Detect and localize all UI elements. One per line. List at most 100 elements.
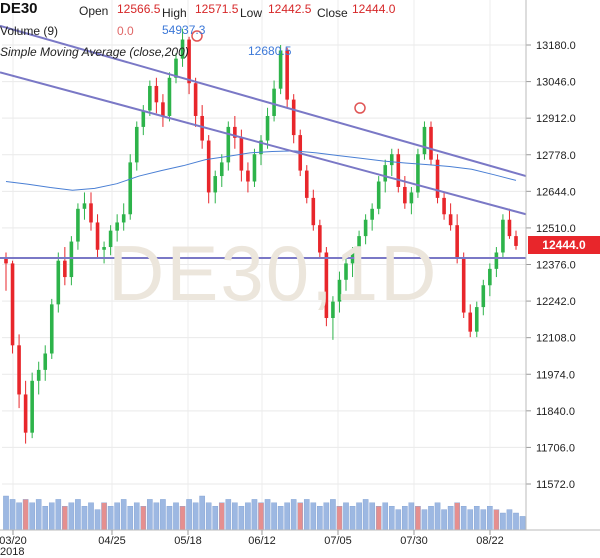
- candle: [95, 214, 100, 258]
- candle: [219, 154, 224, 187]
- volume-bar: [310, 502, 317, 531]
- candle: [324, 247, 329, 327]
- volume-bar: [415, 506, 421, 531]
- volume-bar: [323, 502, 330, 531]
- volume-bar: [42, 506, 49, 531]
- volume-bar: [349, 506, 356, 531]
- volume-bar: [22, 499, 29, 531]
- candle: [148, 80, 152, 116]
- volume-bar: [120, 499, 127, 531]
- candle: [363, 214, 368, 245]
- candle: [108, 225, 113, 256]
- volume-bar: [179, 506, 186, 531]
- volume-bar: [284, 502, 290, 531]
- candle: [246, 162, 250, 193]
- volume-bar: [258, 502, 264, 531]
- volume-bar: [317, 506, 323, 531]
- volume-bar: [199, 495, 205, 531]
- candle: [265, 107, 270, 149]
- candle: [56, 252, 61, 313]
- volume-bar: [81, 506, 88, 531]
- chart-watermark: DE30,1D: [108, 229, 439, 317]
- candle: [455, 214, 459, 264]
- candle: [304, 165, 309, 204]
- volume-bar: [297, 502, 304, 531]
- candle: [435, 154, 440, 204]
- y-tick-label: 11974.0: [536, 369, 575, 381]
- candle: [488, 263, 492, 297]
- volume-bar: [362, 499, 369, 531]
- candle: [501, 214, 505, 258]
- volume-bar: [192, 502, 199, 531]
- x-tick-year: 2018: [0, 546, 24, 558]
- candle: [409, 186, 414, 215]
- volume-bar: [153, 502, 160, 531]
- candle: [252, 148, 257, 187]
- volume-bar: [369, 502, 375, 531]
- candle: [259, 135, 263, 166]
- volume-bar: [454, 502, 460, 531]
- volume-bar: [290, 499, 297, 531]
- candle: [30, 372, 34, 439]
- volume-bar: [62, 506, 68, 531]
- volume-bar: [147, 499, 153, 531]
- candle: [89, 192, 93, 231]
- candle: [36, 361, 41, 395]
- close-value: 12444.0: [352, 2, 396, 16]
- current-price-tag: 12444.0: [528, 236, 600, 254]
- volume-bar: [9, 499, 16, 531]
- candle: [23, 380, 28, 444]
- volume-bar: [408, 502, 415, 531]
- volume-bar: [375, 506, 382, 531]
- volume-bar: [493, 509, 500, 531]
- volume-bar: [519, 516, 526, 531]
- x-axis: 03/20 04/25 05/18 06/12 07/05 07/30 08/22 2018: [0, 529, 600, 558]
- overlay-lines: [0, 24, 527, 259]
- volume-bar: [388, 506, 395, 531]
- volume-bar: [29, 502, 35, 531]
- candle: [76, 203, 80, 250]
- volume-bar: [88, 502, 94, 531]
- candle: [278, 45, 283, 95]
- candle: [422, 121, 427, 160]
- sma-label: Simple Moving Average (close,200): [0, 45, 189, 59]
- candle: [180, 28, 185, 67]
- x-tick-label: 08/22: [476, 535, 504, 547]
- trend-line-lower: [0, 71, 527, 216]
- candle: [429, 121, 433, 166]
- volume-bar: [434, 502, 441, 531]
- volume-bar: [460, 506, 467, 531]
- candle: [17, 334, 21, 409]
- volume-bar: [441, 509, 447, 531]
- volume-bar: [447, 506, 454, 531]
- trend-line-upper: [0, 24, 527, 178]
- high-label: High: [162, 6, 187, 20]
- volume-bar: [173, 502, 179, 531]
- x-tick-label: 05/18: [174, 535, 202, 547]
- volume-bar: [513, 512, 519, 531]
- candle: [481, 279, 486, 316]
- volume-bar: [467, 509, 474, 531]
- x-tick-label: 06/12: [248, 535, 276, 547]
- candle: [331, 296, 335, 340]
- candle: [174, 53, 178, 84]
- volume-bar: [75, 499, 81, 531]
- volume-bar: [356, 502, 362, 531]
- candle: [370, 203, 374, 231]
- volume-bar: [225, 499, 232, 531]
- trendline-anchor-marker: [354, 102, 366, 114]
- volume-bar: [218, 502, 225, 531]
- candle: [507, 208, 512, 239]
- y-tick-label: 12510.0: [536, 223, 576, 235]
- candle: [121, 203, 126, 231]
- high-annotation: 12680.5: [248, 44, 292, 58]
- symbol-title: DE30: [0, 0, 38, 17]
- volume-bar: [205, 502, 212, 531]
- volume-bar: [48, 502, 55, 531]
- candle: [193, 77, 198, 127]
- candle: [442, 192, 446, 220]
- candle: [285, 47, 289, 108]
- candle: [10, 260, 15, 354]
- volume-bar: [114, 502, 120, 531]
